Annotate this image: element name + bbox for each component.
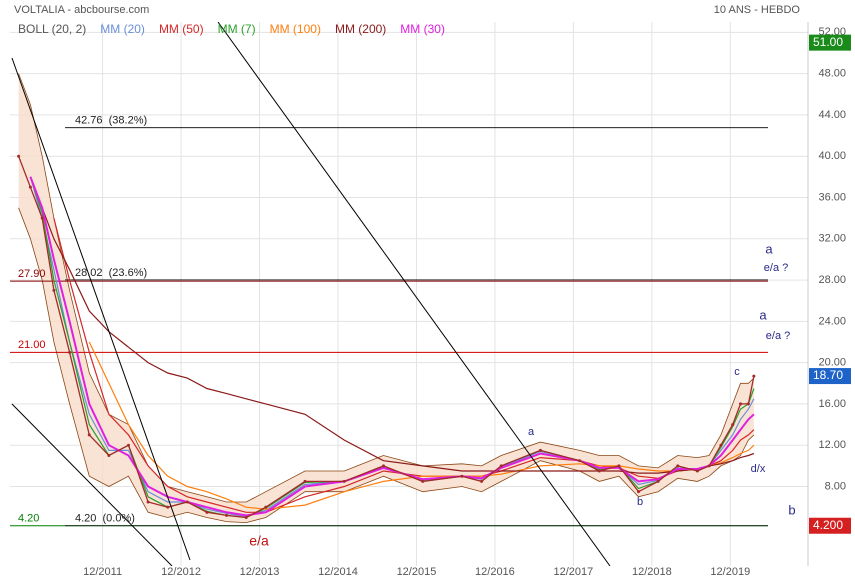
y-tick-label: 44.00 bbox=[818, 109, 846, 121]
price-point bbox=[731, 423, 735, 427]
y-tick-label: 24.00 bbox=[818, 315, 846, 327]
legend-entry: MM (7) bbox=[218, 22, 256, 36]
annotation: a bbox=[528, 426, 535, 438]
y-tick-label: 32.00 bbox=[818, 233, 846, 245]
price-point bbox=[87, 433, 91, 437]
chart-subtitle: 10 ANS - HEBDO bbox=[714, 4, 801, 16]
price-point bbox=[244, 515, 248, 519]
price-badge-label: 51.00 bbox=[813, 35, 843, 49]
trend-line bbox=[11, 57, 191, 561]
annotation: b bbox=[637, 496, 643, 508]
price-point bbox=[17, 154, 21, 158]
support-label: 4.20 bbox=[18, 513, 39, 525]
price-point bbox=[40, 216, 44, 220]
support-label: 21.00 bbox=[18, 339, 46, 351]
price-point bbox=[264, 505, 268, 509]
x-tick-label: 12/2019 bbox=[710, 566, 750, 578]
price-point bbox=[166, 505, 170, 509]
price-point bbox=[752, 374, 756, 378]
y-tick-label: 28.00 bbox=[818, 274, 846, 286]
price-point bbox=[126, 443, 130, 447]
bollinger-fill bbox=[18, 73, 754, 523]
annotation: e/a ? bbox=[764, 262, 788, 274]
y-tick-label: 48.00 bbox=[818, 68, 846, 80]
price-point bbox=[719, 443, 723, 447]
support-label: 27.90 bbox=[18, 268, 46, 280]
annotation: c bbox=[734, 366, 740, 378]
trend-line bbox=[11, 403, 173, 566]
annotation: b bbox=[788, 502, 795, 517]
price-point bbox=[52, 288, 56, 292]
moving-average bbox=[29, 176, 755, 517]
legend-entry: MM (200) bbox=[335, 22, 386, 36]
price-point bbox=[739, 402, 743, 406]
price-point bbox=[538, 448, 542, 452]
annotation: a bbox=[765, 241, 773, 256]
legend-entry: MM (50) bbox=[159, 22, 204, 36]
price-point bbox=[225, 513, 229, 517]
price-point bbox=[695, 469, 699, 473]
price-point bbox=[676, 464, 680, 468]
y-tick-label: 12.00 bbox=[818, 439, 846, 451]
price-point bbox=[205, 510, 209, 514]
price-point bbox=[28, 185, 32, 189]
price-point bbox=[617, 464, 621, 468]
level-label: 42.76 (38.2%) bbox=[75, 115, 147, 127]
x-tick-label: 12/2014 bbox=[318, 566, 358, 578]
x-tick-label: 12/2013 bbox=[240, 566, 280, 578]
price-point bbox=[656, 479, 660, 483]
price-point bbox=[707, 464, 711, 468]
price-point bbox=[421, 479, 425, 483]
price-badge-label: 18.70 bbox=[813, 368, 843, 382]
trend-lines bbox=[11, 22, 611, 566]
x-tick-label: 12/2015 bbox=[397, 566, 437, 578]
y-tick-label: 8.00 bbox=[825, 480, 846, 492]
price-point bbox=[146, 500, 150, 504]
x-tick-label: 12/2011 bbox=[83, 566, 122, 578]
price-point bbox=[68, 350, 72, 354]
price-point bbox=[381, 464, 385, 468]
x-tick-label: 12/2012 bbox=[161, 566, 201, 578]
price-point bbox=[107, 454, 111, 458]
legend-entry: BOLL (20, 2) bbox=[18, 22, 86, 36]
y-tick-label: 36.00 bbox=[818, 191, 846, 203]
legend-entry: MM (30) bbox=[400, 22, 445, 36]
price-point bbox=[185, 500, 189, 504]
price-badge-label: 4.200 bbox=[813, 518, 843, 532]
y-tick-label: 16.00 bbox=[818, 398, 846, 410]
price-badge bbox=[809, 34, 851, 51]
price-point bbox=[597, 469, 601, 473]
legend-entry: MM (20) bbox=[100, 22, 145, 36]
price-point bbox=[578, 459, 582, 463]
bollinger-upper bbox=[18, 73, 755, 503]
price-point bbox=[342, 479, 346, 483]
price-point bbox=[460, 474, 464, 478]
level-label: 4.20 (0.0%) bbox=[75, 513, 135, 525]
price-point bbox=[499, 464, 503, 468]
trend-line bbox=[217, 22, 611, 566]
annotation: e/a ? bbox=[766, 330, 790, 342]
y-tick-label: 40.00 bbox=[818, 150, 846, 162]
annotation: d/x bbox=[751, 463, 766, 475]
price-point bbox=[637, 490, 641, 494]
x-tick-label: 12/2016 bbox=[475, 566, 515, 578]
price-badge bbox=[809, 368, 851, 385]
level-label: 28.02 (23.6%) bbox=[75, 267, 147, 279]
x-tick-label: 12/2018 bbox=[632, 566, 672, 578]
price-point bbox=[480, 479, 484, 483]
price-line bbox=[17, 155, 755, 519]
annotation: a bbox=[759, 307, 767, 322]
annotation: e/a bbox=[249, 533, 269, 549]
y-tick-label: 20.00 bbox=[818, 357, 846, 369]
chart-title: VOLTALIA - abcbourse.com bbox=[14, 4, 149, 16]
bollinger-lower bbox=[18, 207, 755, 524]
x-tick-label: 12/2017 bbox=[554, 566, 594, 578]
price-badge bbox=[809, 517, 851, 534]
price-point bbox=[303, 479, 307, 483]
price-point bbox=[746, 402, 750, 406]
legend-entry: MM (100) bbox=[270, 22, 321, 36]
